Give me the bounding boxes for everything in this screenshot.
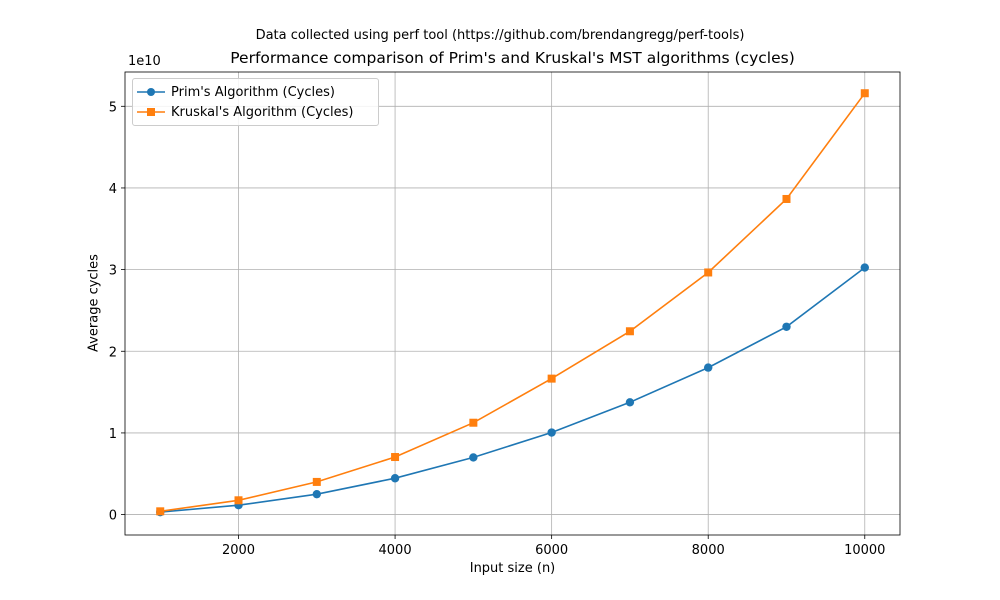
y-tick-label: 1: [109, 427, 117, 442]
legend: Prim's Algorithm (Cycles) Kruskal's Algo…: [132, 78, 379, 126]
x-tick-label: 10000: [844, 543, 885, 558]
y-tick-label: 4: [109, 182, 117, 197]
legend-item-prim: Prim's Algorithm (Cycles): [133, 83, 378, 103]
data-point-prim: [390, 474, 400, 483]
data-point-kruskal: [860, 89, 869, 98]
data-point-prim: [704, 363, 713, 372]
data-point-prim: [860, 263, 869, 272]
data-point-kruskal: [469, 418, 478, 427]
legend-swatch-kruskal: [137, 108, 165, 116]
data-point-kruskal: [625, 327, 634, 336]
data-point-prim: [312, 489, 321, 499]
legend-label-kruskal: Kruskal's Algorithm (Cycles): [171, 105, 354, 120]
y-tick-label: 5: [109, 100, 117, 115]
x-tick-label: 8000: [692, 543, 725, 558]
chart-title: Performance comparison of Prim's and Kru…: [230, 49, 795, 67]
x-tick-label: 6000: [535, 543, 568, 558]
data-point-prim: [469, 453, 478, 462]
x-tick-label: 2000: [222, 543, 255, 558]
series-line-prim: [160, 266, 866, 513]
legend-label-prim: Prim's Algorithm (Cycles): [171, 85, 335, 100]
data-point-kruskal: [391, 453, 400, 462]
series-line-kruskal: [160, 92, 866, 513]
x-axis-label: Input size (n): [469, 561, 556, 576]
data-point-kruskal: [704, 268, 713, 277]
data-point-prim: [547, 428, 556, 437]
data-point-kruskal: [312, 477, 321, 486]
legend-swatch-prim: [137, 88, 165, 96]
data-point-prim: [625, 398, 635, 407]
x-tick-label: 4000: [379, 543, 412, 558]
chart-suptitle: Data collected using perf tool (https://…: [255, 28, 745, 43]
y-tick-label: 3: [109, 264, 117, 279]
y-axis-offset-label: 1e10: [128, 54, 161, 69]
y-tick-label: 0: [109, 509, 117, 524]
data-point-kruskal: [547, 374, 556, 383]
data-point-prim: [782, 322, 791, 331]
y-axis-label: Average cycles: [86, 254, 102, 352]
y-tick-label: 2: [109, 345, 117, 360]
axes-frame: [124, 71, 901, 536]
data-point-kruskal: [156, 507, 165, 516]
data-point-kruskal: [782, 194, 791, 203]
legend-item-kruskal: Kruskal's Algorithm (Cycles): [133, 103, 378, 123]
data-point-kruskal: [234, 496, 243, 505]
